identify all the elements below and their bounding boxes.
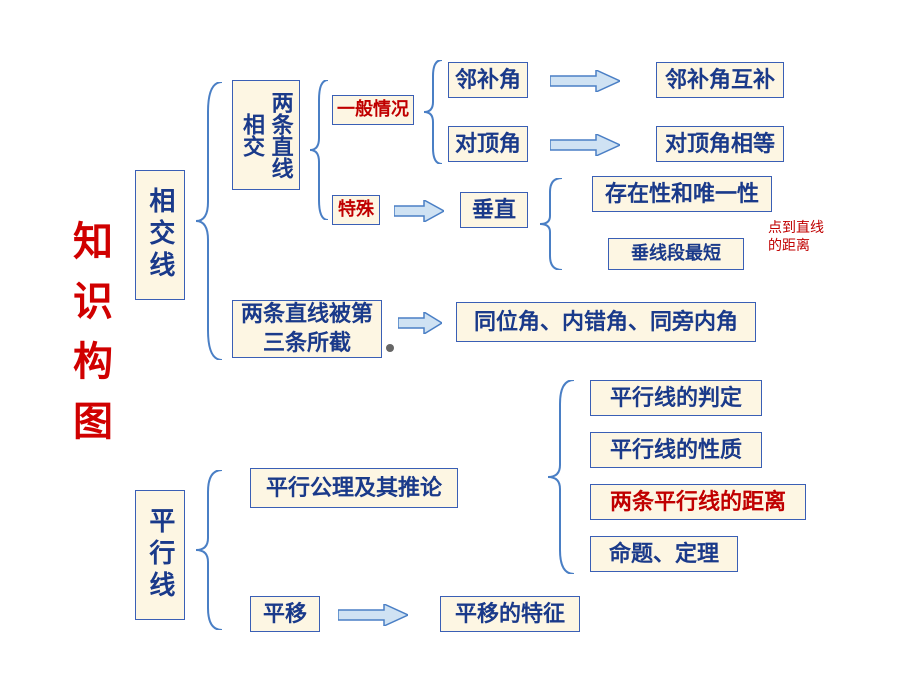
node-vertical-angle: 对顶角: [448, 126, 528, 162]
brace-icon: [196, 82, 222, 360]
brace-icon: [548, 380, 574, 574]
node-two-lines-intersect-text: 两条直线相交: [237, 85, 294, 185]
label-special-case: 特殊: [332, 195, 380, 225]
node-two-lines-intersect: 两条直线相交: [232, 80, 300, 190]
node-parallel-lines: 平行线: [135, 490, 185, 620]
label-general-case: 一般情况: [332, 95, 414, 125]
node-parallel-judgment: 平行线的判定: [590, 380, 762, 416]
diagram-title: 知识构图: [60, 220, 118, 460]
node-vertical-angle-property: 对顶角相等: [656, 126, 784, 162]
decorative-dot: [386, 344, 394, 352]
brace-icon: [540, 178, 562, 270]
arrow-icon: [550, 70, 620, 92]
node-perpendicular: 垂直: [460, 192, 528, 228]
node-adjacent-supplementary-angle: 邻补角: [448, 62, 528, 98]
arrow-icon: [550, 134, 620, 156]
node-translation-features: 平移的特征: [440, 596, 580, 632]
node-translation: 平移: [250, 596, 320, 632]
arrow-icon: [398, 312, 442, 334]
node-angle-types: 同位角、内错角、同旁内角: [456, 302, 756, 342]
node-shortest-perpendicular-segment: 垂线段最短: [608, 238, 744, 270]
arrow-icon: [338, 604, 408, 626]
node-parallel-properties: 平行线的性质: [590, 432, 762, 468]
arrow-icon: [394, 200, 444, 222]
node-propositions-theorems: 命题、定理: [590, 536, 738, 572]
node-adjacent-supplementary-property: 邻补角互补: [656, 62, 784, 98]
node-intersecting-lines: 相交线: [135, 170, 185, 300]
node-parallel-distance: 两条平行线的距离: [590, 484, 806, 520]
node-transversal: 两条直线被第三条所截: [232, 300, 382, 358]
note-point-to-line-distance: 点到直线的距离: [768, 220, 828, 256]
node-existence-uniqueness: 存在性和唯一性: [592, 176, 772, 212]
brace-icon: [424, 60, 442, 164]
brace-icon: [196, 470, 222, 630]
node-parallel-axiom: 平行公理及其推论: [250, 468, 458, 508]
brace-icon: [310, 80, 328, 220]
